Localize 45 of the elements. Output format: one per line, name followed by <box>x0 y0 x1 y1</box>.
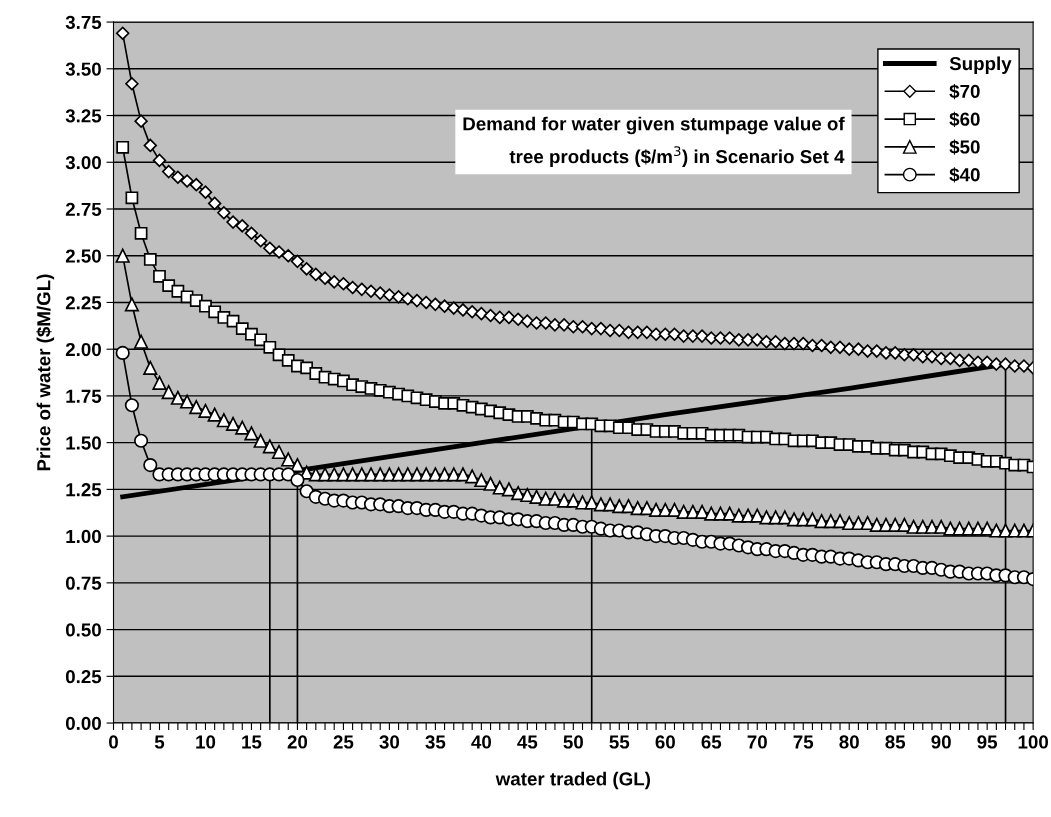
x-tick-label: 25 <box>333 735 354 749</box>
y-tick-label: 3.75 <box>65 15 102 30</box>
x-tick-label: 30 <box>379 735 400 749</box>
y-tick-label: 1.00 <box>66 529 101 544</box>
x-tick-label: 100 <box>1018 735 1049 749</box>
y-tick-label: 0.75 <box>65 576 102 590</box>
x-tick-label: 85 <box>885 735 906 749</box>
y-tick-label: 2.25 <box>65 296 102 310</box>
x-tick-label: 80 <box>839 735 859 749</box>
x-tick-label: 95 <box>977 735 998 749</box>
x-tick-label: 75 <box>793 735 814 749</box>
x-tick-label: 55 <box>609 735 630 749</box>
x-tick-label: 20 <box>287 735 308 749</box>
legend-label: $50 <box>949 139 980 155</box>
y-tick-label: 1.25 <box>66 483 102 497</box>
x-tick-label: 65 <box>701 735 722 749</box>
y-tick-label: 0.00 <box>65 716 101 731</box>
legend-label: $60 <box>949 111 980 128</box>
legend-label: Supply <box>949 56 1012 74</box>
y-tick-label: 2.50 <box>65 249 101 263</box>
x-tick-label: 10 <box>196 735 216 749</box>
x-axis-title: water traded (GL) <box>495 771 651 790</box>
x-tick-label: 90 <box>931 735 951 749</box>
annotation: Demand for water given stumpage value of tree products ($/m$^{3}$) in Scenario Set 4 <box>463 116 845 168</box>
legend-label: $40 <box>949 167 980 183</box>
y-tick-label: 2.00 <box>65 342 101 357</box>
y-tick-label: 0.25 <box>65 670 102 684</box>
y-tick-label: 1.75 <box>66 389 102 403</box>
x-tick-label: 35 <box>425 735 446 749</box>
y-tick-label: 3.00 <box>65 155 101 170</box>
x-tick-label: 40 <box>471 735 492 749</box>
x-tick-label: 0 <box>109 735 118 749</box>
y-tick-label: 1.50 <box>66 436 101 450</box>
y-tick-label: 3.50 <box>65 62 101 76</box>
x-tick-label: 5 <box>154 735 165 749</box>
x-tick-label: 70 <box>747 735 767 749</box>
x-tick-label: 50 <box>563 735 583 749</box>
x-tick-label: 15 <box>242 735 262 749</box>
x-tick-label: 45 <box>517 735 538 749</box>
x-tick-label: 60 <box>655 735 675 749</box>
y-tick-label: 3.25 <box>65 109 102 123</box>
legend-label: $70 <box>949 83 980 100</box>
y-axis-title: Price of water ($M/GL) <box>36 274 55 471</box>
y-tick-label: 2.75 <box>65 202 102 216</box>
y-tick-label: 0.50 <box>65 623 101 637</box>
